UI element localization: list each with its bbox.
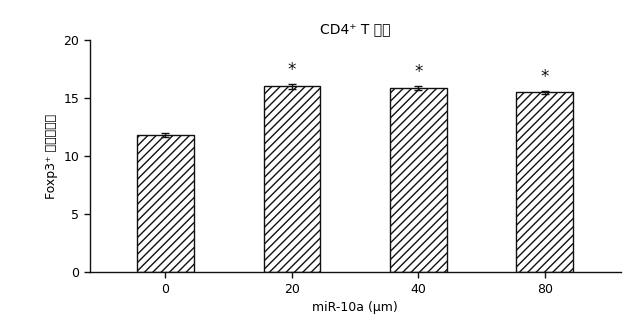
Bar — [516, 92, 573, 272]
Bar — [137, 135, 194, 272]
Text: *: * — [288, 61, 296, 79]
X-axis label: miR-10a (μm): miR-10a (μm) — [312, 301, 398, 314]
Bar — [264, 86, 321, 272]
Title: CD4⁺ T 細胞: CD4⁺ T 細胞 — [320, 22, 390, 36]
Y-axis label: Foxp3⁺ 細胞（％）: Foxp3⁺ 細胞（％） — [45, 114, 58, 199]
Bar — [390, 88, 447, 272]
Text: *: * — [541, 67, 549, 86]
Text: *: * — [414, 63, 422, 81]
